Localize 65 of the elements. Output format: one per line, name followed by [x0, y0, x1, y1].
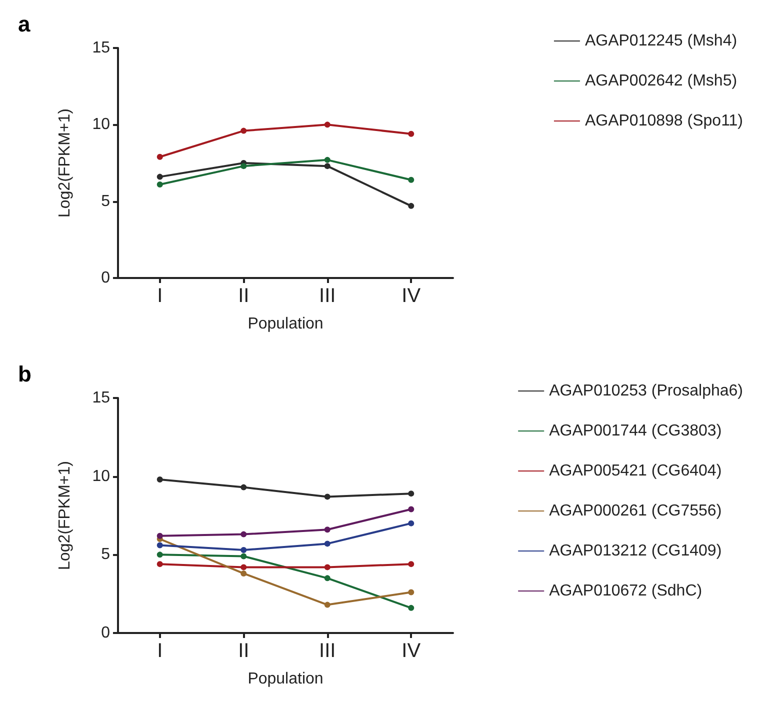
point — [324, 575, 330, 582]
point — [408, 506, 414, 512]
point — [240, 553, 247, 560]
point — [240, 546, 247, 553]
point — [408, 130, 414, 137]
x-tick-label: II — [238, 285, 250, 307]
point — [240, 163, 247, 170]
point — [324, 564, 330, 570]
chart-title: a — [18, 12, 31, 36]
legend-label: AGAP001744 (CG3803) — [549, 422, 722, 440]
legend-label: AGAP012245 (Msh4) — [584, 32, 738, 50]
x-tick-label: III — [319, 640, 336, 662]
y-tick-label: 10 — [92, 116, 110, 134]
point — [324, 494, 330, 500]
point — [156, 476, 163, 482]
y-axis-title: Log2(FPKM+1) — [56, 108, 74, 218]
y-axis-title: Log2(FPKM+1) — [56, 461, 74, 570]
legend-label: AGAP000261 (CG7556) — [549, 502, 722, 520]
point — [156, 174, 163, 180]
point — [408, 520, 414, 526]
x-tick-label: II — [238, 640, 250, 662]
x-tick-label: III — [319, 285, 336, 307]
x-tick-label: IV — [402, 640, 422, 662]
legend-label: AGAP010898 (Spo11) — [584, 112, 743, 130]
point — [324, 526, 330, 533]
point — [156, 561, 163, 568]
y-tick-label: 0 — [101, 270, 110, 286]
legend-label: AGAP010672 (SdhC) — [549, 582, 702, 600]
point — [240, 564, 247, 570]
y-tick-label: 15 — [92, 40, 110, 56]
point — [156, 552, 163, 558]
y-tick-label: 15 — [92, 390, 110, 406]
x-axis-title: Population — [248, 316, 324, 332]
legend-label: AGAP013212 (CG1409) — [549, 542, 722, 560]
legend-label: AGAP010253 (Prosalpha6) — [549, 382, 744, 400]
x-tick-label: IV — [402, 285, 422, 307]
point — [156, 154, 163, 160]
point — [324, 122, 330, 128]
y-tick-label: 5 — [101, 546, 110, 564]
point — [408, 561, 414, 568]
point — [408, 202, 414, 209]
legend-label: AGAP002642 (Msh5) — [584, 72, 738, 90]
point — [408, 589, 414, 596]
y-tick-label: 0 — [101, 624, 110, 642]
point — [156, 542, 163, 548]
point — [408, 604, 414, 611]
point — [240, 531, 247, 538]
point — [408, 490, 414, 497]
chart-title: b — [18, 362, 32, 386]
x-tick-label: I — [157, 285, 163, 307]
x-axis-title: Population — [248, 670, 324, 688]
legend-label: AGAP005421 (CG6404) — [549, 462, 722, 480]
point — [240, 128, 247, 134]
y-tick-label: 5 — [101, 192, 110, 210]
y-tick-label: 10 — [92, 468, 110, 485]
point — [324, 602, 330, 608]
point — [324, 540, 330, 547]
point — [240, 484, 247, 490]
point — [156, 181, 163, 188]
point — [156, 532, 163, 539]
point — [408, 176, 414, 183]
x-tick-label: I — [157, 640, 163, 662]
point — [324, 156, 330, 163]
point — [240, 570, 247, 576]
point — [324, 163, 330, 170]
